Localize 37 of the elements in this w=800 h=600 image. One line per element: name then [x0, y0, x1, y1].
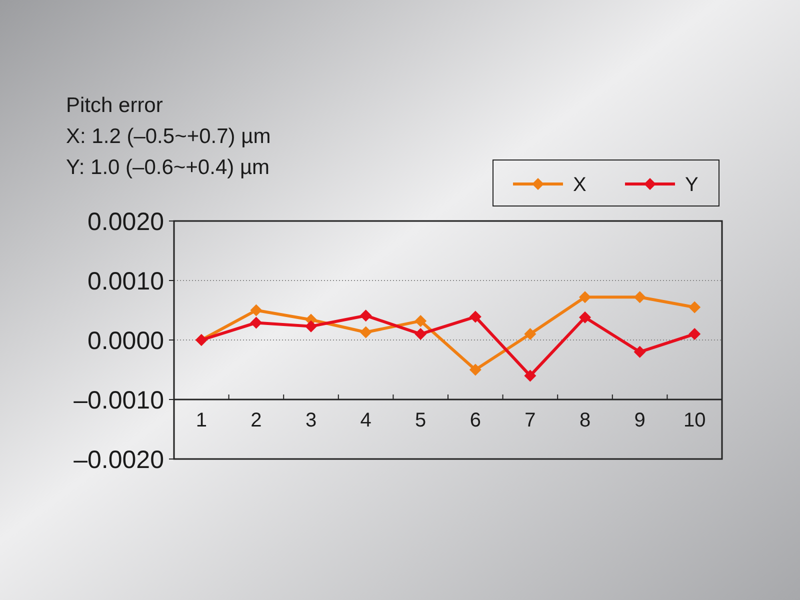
point — [414, 314, 427, 327]
legend-label: X — [573, 174, 586, 196]
y-tick-label: 0.0010 — [88, 267, 164, 296]
point — [414, 328, 427, 340]
point — [469, 364, 482, 376]
x-tick-label: 5 — [415, 410, 426, 432]
point — [469, 310, 482, 323]
point — [579, 311, 591, 324]
x-tick-label: 9 — [634, 410, 646, 432]
point — [250, 316, 262, 329]
x-tick-label: 8 — [579, 410, 591, 432]
x-tick-label: 10 — [683, 410, 706, 432]
point — [634, 291, 646, 304]
y-tick-label: –0.0010 — [74, 386, 164, 414]
point — [579, 291, 591, 304]
chart-title: Pitch error — [66, 94, 163, 117]
point — [305, 320, 317, 332]
y-tick-label: 0.0000 — [88, 326, 164, 355]
point — [688, 301, 701, 314]
x-tick-label: 3 — [305, 410, 317, 432]
point — [524, 370, 536, 382]
text: Y: 1.0 (–0.6~+0.4) µm — [66, 156, 270, 179]
point — [360, 326, 372, 338]
text: X: 1.2 (–0.5~+0.7) µm — [66, 125, 271, 148]
point — [250, 304, 262, 316]
y-tick-label: –0.0020 — [74, 446, 164, 474]
x-tick-label: 2 — [250, 410, 262, 432]
point — [524, 328, 536, 340]
point — [360, 310, 372, 322]
legend-label: Y — [685, 174, 698, 196]
x-tick-label: 6 — [470, 410, 481, 432]
y-tick-label: 0.0020 — [88, 208, 164, 236]
x-tick-label: 1 — [196, 410, 207, 432]
x-tick-label: 7 — [524, 410, 536, 432]
x-tick-label: 4 — [360, 410, 372, 432]
point — [688, 328, 701, 340]
point — [634, 346, 646, 358]
